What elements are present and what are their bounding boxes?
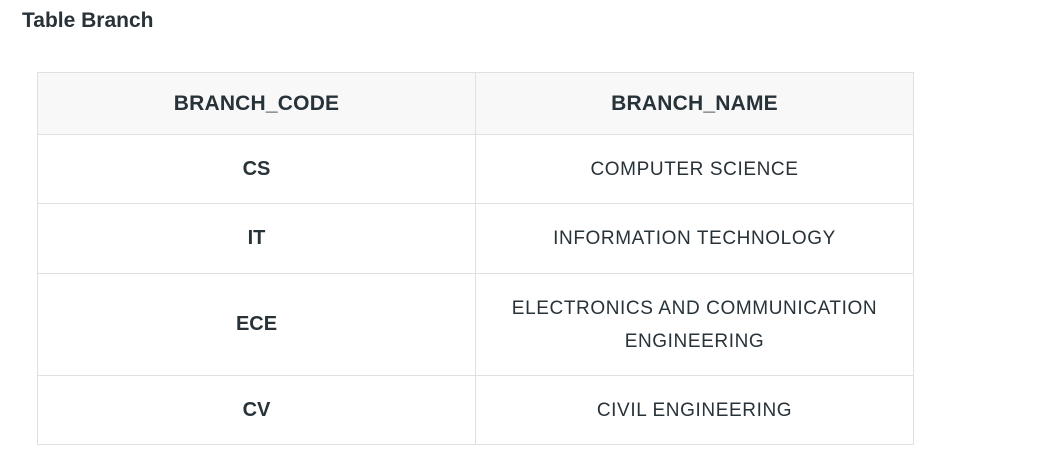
table-header-row: BRANCH_CODE BRANCH_NAME: [37, 72, 914, 135]
branch-code-cell: ECE: [37, 273, 476, 376]
table-body: CS COMPUTER SCIENCE IT INFORMATION TECHN…: [37, 134, 914, 445]
page-title: Table Branch: [22, 9, 154, 32]
column-header-branch-name: BRANCH_NAME: [475, 72, 914, 135]
branch-name-cell: ELECTRONICS AND COMMUNICATION ENGINEERIN…: [475, 273, 914, 376]
table-row: CV CIVIL ENGINEERING: [37, 375, 914, 445]
table-header: BRANCH_CODE BRANCH_NAME: [37, 72, 914, 135]
table-row: CS COMPUTER SCIENCE: [37, 134, 914, 204]
branch-code-cell: CS: [37, 134, 476, 204]
column-header-branch-code: BRANCH_CODE: [37, 72, 476, 135]
branch-name-cell: COMPUTER SCIENCE: [475, 134, 914, 204]
branch-table: BRANCH_CODE BRANCH_NAME CS COMPUTER SCIE…: [37, 72, 914, 445]
branch-code-cell: IT: [37, 203, 476, 274]
branch-code-cell: CV: [37, 375, 476, 445]
table-row: ECE ELECTRONICS AND COMMUNICATION ENGINE…: [37, 273, 914, 376]
branch-name-cell: INFORMATION TECHNOLOGY: [475, 203, 914, 274]
table-row: IT INFORMATION TECHNOLOGY: [37, 203, 914, 274]
branch-name-cell: CIVIL ENGINEERING: [475, 375, 914, 445]
